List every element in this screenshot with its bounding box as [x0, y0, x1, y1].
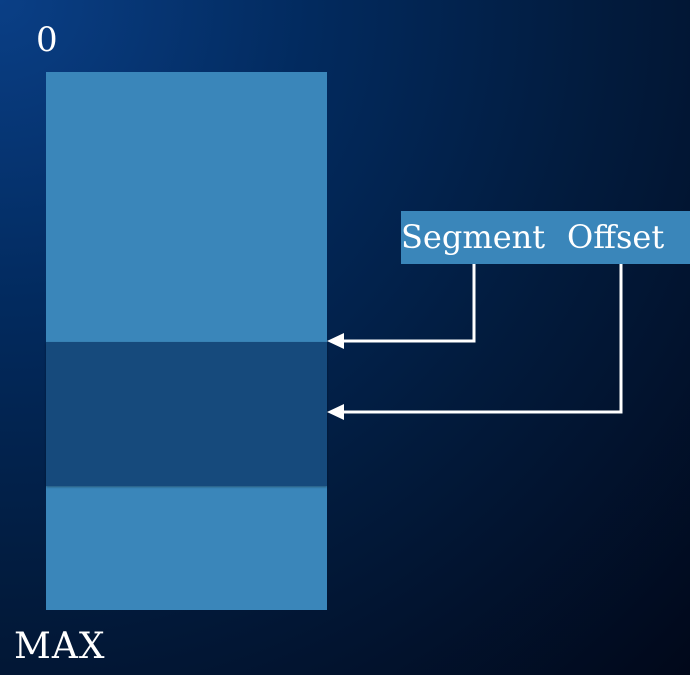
- segment-arrow-head: [327, 333, 344, 349]
- memory-block: [46, 72, 327, 610]
- offset-field: Offset: [547, 211, 690, 264]
- memory-end-label: MAX: [14, 622, 106, 672]
- segment-field: Segment: [401, 211, 547, 264]
- segment-region: [46, 342, 327, 486]
- logical-address: Segment Offset: [401, 211, 690, 264]
- memory-start-label: 0: [36, 18, 58, 62]
- offset-arrow: [340, 264, 621, 412]
- offset-arrow-head: [327, 404, 344, 420]
- segment-arrow: [340, 264, 474, 341]
